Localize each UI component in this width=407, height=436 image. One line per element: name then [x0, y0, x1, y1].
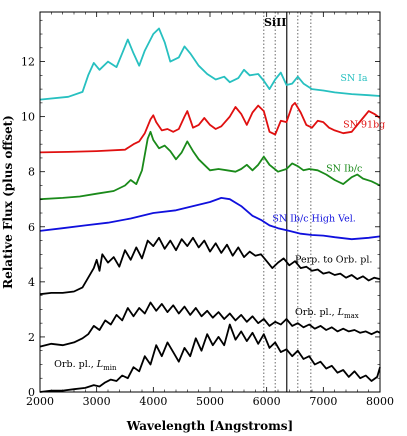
series-label: SN Ib/c High Vel.	[272, 213, 355, 224]
series-label: Orb. pl., Lmax	[295, 307, 359, 320]
series-line	[39, 236, 381, 296]
y-tick-label: 10	[21, 111, 35, 124]
series-line	[39, 102, 381, 154]
series-label: Perp. to Orb. pl.	[295, 255, 372, 266]
series-label: Orb. pl., Lmin	[54, 359, 117, 372]
series-line	[39, 323, 381, 393]
x-tick-label: 3000	[83, 395, 111, 408]
y-tick-label: 4	[28, 276, 35, 289]
series-line	[39, 27, 381, 101]
y-tick-label: 12	[21, 56, 35, 69]
y-axis-title: Relative Flux (plus offset)	[1, 115, 15, 289]
x-axis-title: Wavelength [Angstroms]	[126, 419, 293, 433]
y-tick-label: 6	[28, 221, 35, 234]
y-tick-label: 2	[28, 331, 35, 344]
series-label: SN Ia	[340, 73, 368, 84]
x-tick-label: 8000	[366, 395, 394, 408]
axes: 2000 3000 4000 5000 6000 7000 8000 0 2 4 6 8 10 12	[21, 11, 394, 408]
series-label: SN 91bg	[343, 120, 385, 131]
series-label: SN Ib/c	[326, 164, 362, 175]
series-labels: SN Ia SN 91bg SN Ib/c SN Ib/c High Vel. Perp…	[54, 73, 385, 372]
x-tick-label: 4000	[139, 395, 167, 408]
siii-annotation: SiII	[264, 16, 286, 29]
x-tick-label: 6000	[253, 395, 281, 408]
series-line	[39, 130, 381, 201]
series-line	[39, 197, 381, 241]
y-tick-label: 0	[28, 386, 35, 399]
series-lines	[39, 27, 381, 393]
series-line	[39, 301, 381, 348]
x-tick-label: 5000	[196, 395, 224, 408]
x-tick-label: 7000	[309, 395, 337, 408]
x-tick-label: 2000	[26, 395, 54, 408]
reference-lines	[263, 12, 312, 392]
y-tick-label: 8	[28, 166, 35, 179]
